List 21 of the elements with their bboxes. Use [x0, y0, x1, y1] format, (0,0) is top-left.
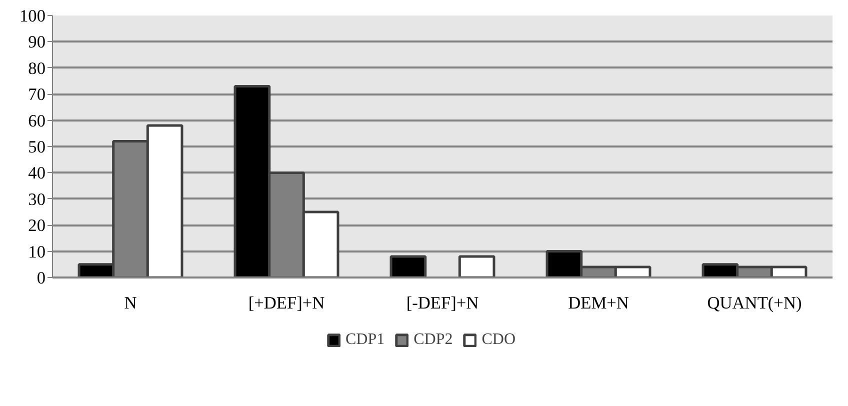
x-tick-label: DEM+N [568, 294, 630, 312]
y-tick-label: 70 [28, 85, 46, 104]
legend-label: CDO [482, 331, 516, 349]
y-tick-label: 50 [28, 138, 46, 156]
bar [390, 255, 427, 278]
y-tick-label: 0 [36, 268, 46, 288]
y-tick-label: 40 [28, 164, 46, 183]
y-tick-label: 80 [28, 58, 46, 78]
y-tick-label: 10 [28, 242, 46, 262]
y-tick-label: 20 [28, 216, 46, 236]
legend-label: CDP2 [414, 331, 453, 349]
x-tick-label: [+DEF]+N [248, 294, 326, 312]
y-tick-label: 30 [28, 190, 46, 209]
legend-label: CDP1 [345, 331, 385, 349]
x-tick-label: QUANT(+N) [707, 294, 802, 312]
x-tick-label: [-DEF]+N [406, 294, 480, 312]
bar [458, 255, 496, 278]
x-tick-label: N [124, 294, 138, 312]
y-tick-label: 100 [20, 6, 46, 26]
y-tick-label: 60 [28, 111, 46, 130]
y-tick-label: 90 [28, 32, 46, 52]
